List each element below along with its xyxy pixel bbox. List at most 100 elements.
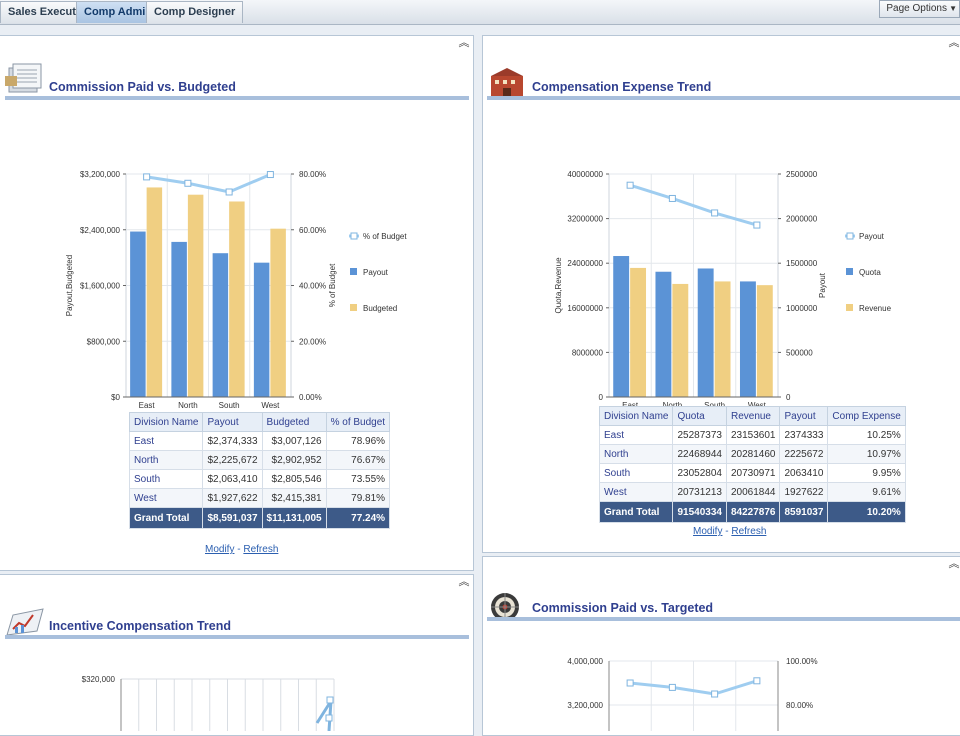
line-point [325,714,333,722]
y2-tick-label: 1500000 [786,259,818,268]
column-header[interactable]: Comp Expense [827,406,906,426]
panel-commission-paid-vs-budgeted: ︽ Commission Paid vs. Budgeted $0 $800,00… [0,35,474,571]
legend-swatch [350,304,357,311]
legend-swatch [350,268,357,275]
y-tick-label: $1,600,000 [80,282,121,291]
x-tick-label: North [178,401,198,410]
bar-payout [253,262,270,397]
table-cell: 2225672 [779,444,829,464]
column-header[interactable]: Payout [202,412,263,432]
legend-label: Quota [859,268,881,277]
refresh-link[interactable]: Refresh [243,544,279,555]
y2-tick-label: 100.00% [786,657,818,666]
bar-quota [655,271,672,397]
line-point [326,696,334,704]
y2-tick-label: 80.00% [299,170,326,179]
column-header[interactable]: % of Budget [325,412,391,432]
bar-quota [613,256,630,397]
table-cell: 10.97% [827,444,906,464]
line-point [753,221,761,229]
legend-swatch [846,304,853,311]
table-cell: $2,374,333 [202,431,263,451]
table-cell: East [598,425,674,445]
tab-comp-admin[interactable]: Comp Admin [76,1,161,23]
column-header[interactable]: Quota [672,406,727,426]
bar-budgeted [187,194,204,397]
y-tick-label: $320,000 [82,675,116,684]
grand-total-row: Grand Total $8,591,037 $11,131,005 77.24% [128,507,391,529]
chevron-down-icon: ▼ [949,4,957,13]
page-options-button[interactable]: Page Options ▼ [879,0,960,18]
tab-comp-designer[interactable]: Comp Designer [146,1,244,23]
bar-revenue [756,285,773,397]
column-header[interactable]: Division Name [128,412,204,432]
column-header[interactable]: Payout [779,406,829,426]
table-cell: 9.95% [827,463,906,483]
x-tick-label: West [748,401,767,410]
legend-label: Payout [363,268,389,277]
table-cell: 79.81% [325,488,391,508]
bar-revenue [714,281,731,397]
collapse-up-icon[interactable]: ︽ [458,576,470,588]
table-row: North $2,225,672 $2,902,952 76.67% [128,450,391,470]
x-tick-label: North [663,401,683,410]
chart-commission-paid-vs-targeted: 4,000,000 100.00% 3,200,000 80.00% [567,657,818,731]
total-cell: $11,131,005 [261,507,327,529]
line-chart-icon [6,608,44,636]
y2-tick-label: 60.00% [299,226,326,235]
legend-marker [846,232,854,240]
x-tick-label: East [622,401,639,410]
line-point [184,179,192,187]
table-cell: South [128,469,204,489]
bar-revenue [672,283,689,397]
line-point [626,679,634,687]
table-cell: North [128,450,204,470]
x-tick-label: East [139,401,156,410]
column-header[interactable]: Revenue [725,406,781,426]
bar-budgeted [229,201,245,397]
data-table-comp-expense: Division Name Quota Revenue Payout Comp Expe… [598,406,906,523]
y2-tick-label: 0.00% [299,393,322,402]
total-cell: $8,591,037 [202,507,263,529]
line-point [711,690,719,698]
y-tick-label: $800,000 [87,337,121,346]
series-line [629,679,758,696]
table-cell: 20061844 [725,482,781,502]
table-cell: $3,007,126 [261,431,327,451]
modify-link[interactable]: Modify [205,544,235,555]
table-cell: 10.25% [827,425,906,445]
line-point [753,677,761,685]
table-cell: 73.55% [325,469,391,489]
line-point [711,209,719,217]
y2-axis-title: % of Budget [328,263,337,307]
table-cell: 76.67% [325,450,391,470]
collapse-up-icon[interactable]: ︽ [948,37,960,49]
x-tick-label: West [261,401,280,410]
line-point [626,181,634,189]
modify-link[interactable]: Modify [693,526,723,537]
y-tick-label: 24000000 [567,259,603,268]
collapse-up-icon[interactable]: ︽ [948,558,960,570]
bar-payout [212,253,229,397]
y2-tick-label: 2000000 [786,215,818,224]
table-cell: $2,805,546 [261,469,327,489]
table-cell: 20731213 [672,482,727,502]
collapse-up-icon[interactable]: ︽ [458,37,470,49]
table-cell: 1927622 [779,482,829,502]
y2-tick-label: 20.00% [299,337,326,346]
bar-budgeted [146,187,163,397]
y2-tick-label: 0 [786,393,791,402]
table-header-row: Division Name Payout Budgeted% of Budget [128,412,391,432]
legend-marker [350,232,358,240]
y-tick-label: 3,200,000 [567,701,603,710]
column-header[interactable]: Division Name [598,406,674,426]
tab-sales-executive[interactable]: Sales Executive [0,1,100,23]
table-row: South 23052804 20730971 2063410 9.95% [598,463,906,483]
y2-tick-label: 2500000 [786,170,818,179]
table-cell: $2,415,381 [261,488,327,508]
table-cell: $1,927,622 [202,488,263,508]
column-header[interactable]: Budgeted [261,412,327,432]
refresh-link[interactable]: Refresh [731,526,767,537]
line-point [668,683,676,691]
y-tick-label: $2,400,000 [80,226,121,235]
